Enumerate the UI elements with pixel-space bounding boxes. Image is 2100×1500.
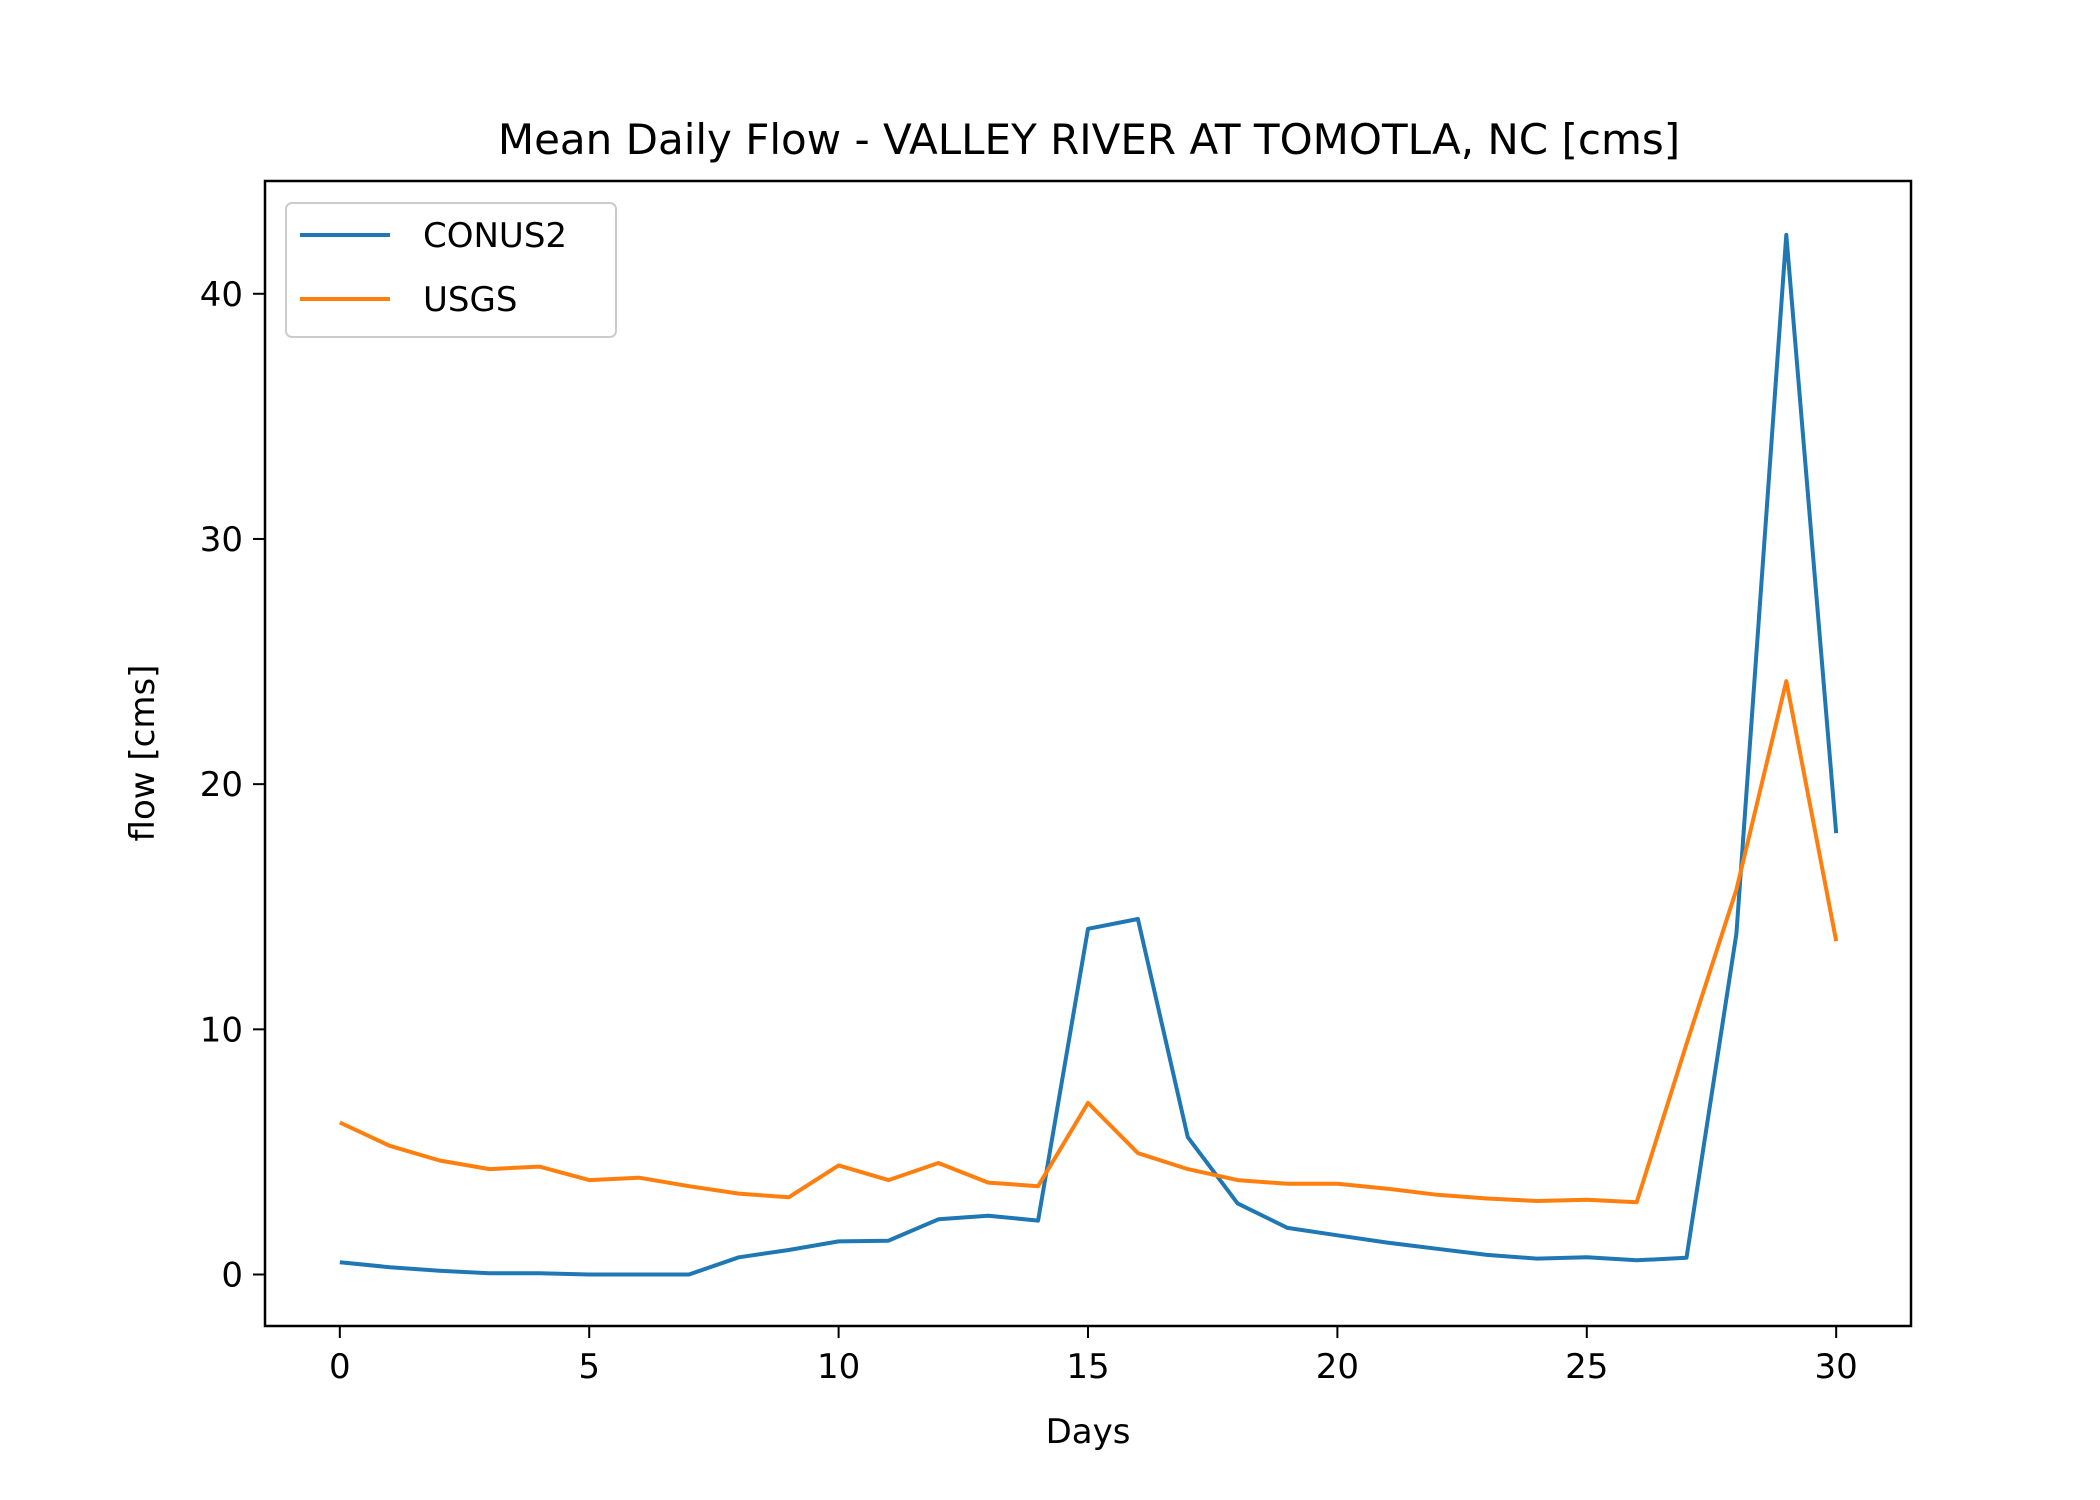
y-tick-label: 20 bbox=[200, 765, 243, 805]
x-tick-label: 0 bbox=[329, 1347, 351, 1387]
y-axis-label: flow [cms] bbox=[123, 665, 163, 842]
x-axis-label: Days bbox=[1046, 1412, 1131, 1452]
axes-frame bbox=[263, 179, 1913, 1328]
x-tick-label: 5 bbox=[578, 1347, 600, 1387]
x-tick-label: 25 bbox=[1565, 1347, 1608, 1387]
x-axis: 0 5 10 15 20 25 30 bbox=[329, 1326, 1858, 1387]
legend: CONUS2 USGS bbox=[285, 202, 617, 338]
y-tick-label: 0 bbox=[221, 1256, 243, 1296]
plot-area bbox=[338, 232, 1839, 1277]
y-tick-label: 40 bbox=[200, 275, 243, 315]
x-tick-label: 10 bbox=[817, 1347, 860, 1387]
legend-label-conus2: CONUS2 bbox=[423, 216, 567, 256]
series-line-usgs bbox=[338, 679, 1839, 1205]
x-tick-label: 15 bbox=[1066, 1347, 1109, 1387]
y-axis: 0 10 20 30 40 bbox=[200, 275, 265, 1296]
series-line-conus2 bbox=[339, 232, 1839, 1277]
x-tick-label: 30 bbox=[1815, 1347, 1858, 1387]
y-tick-label: 30 bbox=[200, 520, 243, 560]
x-tick-label: 20 bbox=[1316, 1347, 1359, 1387]
legend-label-usgs: USGS bbox=[423, 280, 517, 320]
chart-title: Mean Daily Flow - VALLEY RIVER AT TOMOTL… bbox=[498, 115, 1680, 164]
y-tick-label: 10 bbox=[200, 1010, 243, 1050]
